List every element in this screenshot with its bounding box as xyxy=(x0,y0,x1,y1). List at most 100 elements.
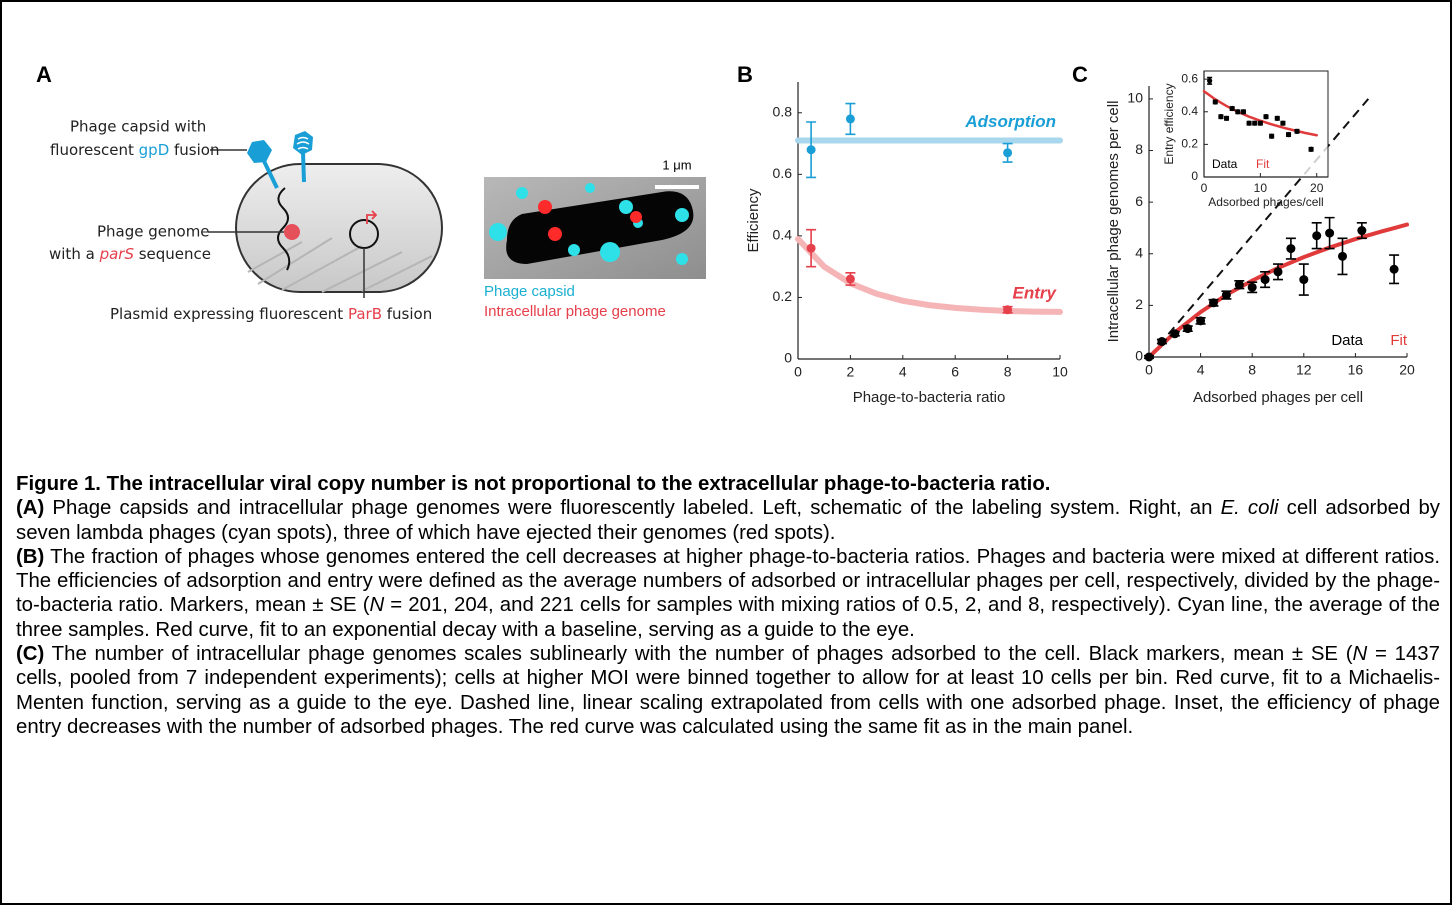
y-tick-label: 0.6 xyxy=(1181,71,1198,85)
data-point xyxy=(1285,132,1292,138)
data-point xyxy=(1260,275,1270,285)
series-label: Adsorption xyxy=(964,112,1056,131)
y-tick-label: 0.4 xyxy=(1181,104,1198,118)
data-point xyxy=(1247,282,1257,292)
label-part: Plasmid expressing fluorescent xyxy=(110,305,348,323)
label-part: parS xyxy=(99,245,135,263)
y-tick-label: 10 xyxy=(1127,90,1143,106)
caption-paragraph: (A) Phage capsids and intracellular phag… xyxy=(16,496,1440,545)
fit-line xyxy=(795,235,1063,315)
data-point xyxy=(1229,105,1235,112)
panel-label: B xyxy=(737,62,753,87)
label-part: fluorescent xyxy=(50,141,139,159)
genome-label: Phage genome xyxy=(97,223,210,241)
data-point xyxy=(845,274,855,284)
data-point xyxy=(1325,228,1335,238)
data-point xyxy=(1144,352,1154,362)
data-point xyxy=(1240,109,1247,115)
capsid-label: Phage capsid with xyxy=(70,118,206,136)
scale-bar-label: 1 μm xyxy=(662,157,691,172)
caption: Figure 1. The intracellular viral copy n… xyxy=(16,472,1440,739)
paragraph-label: (B) xyxy=(16,545,45,568)
data-point xyxy=(1218,114,1224,120)
x-tick-label: 4 xyxy=(899,364,907,380)
y-tick-label: 0 xyxy=(1135,348,1143,364)
y-tick-label: 0 xyxy=(1191,169,1198,183)
caption-paragraph: (B) The fraction of phages whose genomes… xyxy=(16,545,1440,642)
series-label: Entry xyxy=(1013,283,1058,302)
data-point xyxy=(1221,290,1231,300)
x-tick-label: 16 xyxy=(1348,362,1364,378)
caption-text: N xyxy=(1352,643,1368,666)
y-tick-label: 4 xyxy=(1135,244,1143,260)
data-point xyxy=(1294,128,1300,134)
panel-label: C xyxy=(1072,62,1088,87)
data-point xyxy=(806,145,816,155)
data-point xyxy=(1257,120,1263,126)
label-part: sequence xyxy=(134,245,211,263)
data-point xyxy=(1274,115,1280,121)
x-tick-label: 0 xyxy=(794,364,802,380)
capsid-label: fluorescent gpD fusion xyxy=(50,141,219,159)
x-tick-label: 8 xyxy=(1248,362,1256,378)
y-axis-label: Efficiency xyxy=(745,188,762,252)
x-tick-label: 4 xyxy=(1197,362,1205,378)
data-point xyxy=(806,243,816,253)
caption-text: = 201, 204, and 221 cells for samples wi… xyxy=(16,594,1441,641)
plasmid-label: Plasmid expressing fluorescent ParB fusi… xyxy=(110,305,432,323)
x-tick-label: 6 xyxy=(951,364,959,380)
x-tick-label: 0 xyxy=(1201,181,1208,195)
label-part: with a xyxy=(49,245,100,263)
x-tick-label: 10 xyxy=(1254,181,1268,195)
legend-entry: Fit xyxy=(1390,332,1407,349)
data-point xyxy=(1207,78,1213,84)
data-point xyxy=(1223,115,1230,121)
data-point xyxy=(1312,231,1322,241)
fit-line xyxy=(1147,222,1409,359)
y-tick-label: 0.6 xyxy=(773,165,793,181)
data-point xyxy=(1299,275,1309,285)
inset-frame xyxy=(1203,70,1329,178)
x-tick-label: 8 xyxy=(1004,364,1012,380)
reference-line xyxy=(1148,98,1370,358)
caption-text: E. coli xyxy=(1220,497,1279,520)
data-point xyxy=(1246,120,1252,126)
chart: 0 2 4 6 8 10 0 4 8 12 16 20 Adsorbed phages per cell… xyxy=(1072,62,1415,406)
y-tick-label: 6 xyxy=(1135,193,1143,209)
data-point xyxy=(1389,264,1399,274)
y-tick-label: 0.2 xyxy=(773,288,793,304)
legend-entry: Phage capsid xyxy=(484,283,575,300)
legend-entry: Intracellular phage genome xyxy=(484,303,666,320)
caption-text: The number of intracellular phage genome… xyxy=(44,643,1353,666)
y-axis-label: Intracellular phage genomes per cell xyxy=(1105,101,1122,343)
data-point xyxy=(1212,99,1218,105)
data-point xyxy=(1286,244,1296,254)
y-tick-label: 8 xyxy=(1135,141,1143,157)
data-point xyxy=(845,114,855,124)
x-axis-label: Adsorbed phages per cell xyxy=(1193,389,1363,406)
chart: 0 0.2 0.4 0.6 0.8 0 2 4 6 8 10 Phage-to-bacteria ra… xyxy=(737,62,1068,406)
paragraph-label: (C) xyxy=(16,643,45,666)
data-point xyxy=(1263,114,1269,120)
data-point xyxy=(1269,133,1275,139)
data-point xyxy=(1357,226,1367,236)
y-tick-label: 0.8 xyxy=(773,103,793,119)
x-tick-label: 2 xyxy=(847,364,855,380)
data-point xyxy=(1003,305,1013,315)
caption-text: Phage capsids and intracellular phage ge… xyxy=(44,497,1221,520)
data-point xyxy=(1183,324,1193,334)
data-point xyxy=(1338,251,1347,261)
data-point xyxy=(1209,298,1218,308)
legend-entry: Fit xyxy=(1256,157,1270,171)
data-point xyxy=(1252,120,1258,126)
data-point xyxy=(1308,146,1314,152)
label-part: ParB xyxy=(348,305,382,323)
legend-entry: Data xyxy=(1212,157,1238,171)
data-point xyxy=(1003,148,1013,158)
label-part: fusion xyxy=(382,305,432,323)
data-point xyxy=(1157,337,1167,347)
genome-label: with a parS sequence xyxy=(49,245,211,263)
paragraph-label: (A) xyxy=(16,497,45,520)
